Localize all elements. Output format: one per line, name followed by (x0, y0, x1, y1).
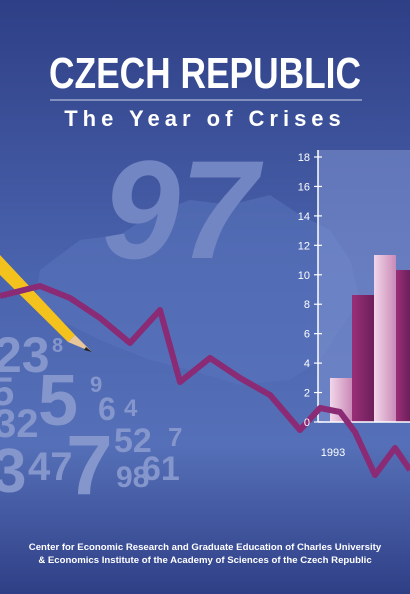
y-tick-label: 4 (304, 358, 310, 370)
bar (396, 270, 410, 422)
pencil (0, 255, 92, 352)
digit: 47 (28, 445, 73, 489)
title: CZECH REPUBLIC (49, 49, 361, 98)
y-tick-label: 6 (304, 329, 310, 341)
y-tick-label: 12 (298, 240, 310, 252)
digit: 5 (0, 370, 14, 414)
digit: 7 (66, 418, 113, 512)
y-tick-label: 16 (298, 181, 310, 193)
digit: 3 (0, 437, 26, 506)
publisher-line: Center for Economic Research and Graduat… (29, 542, 382, 553)
digit: 98 (116, 461, 149, 494)
bar (352, 295, 374, 422)
digit: 23 (0, 327, 50, 383)
digit: 5 (38, 361, 78, 441)
map-silhouette (35, 195, 360, 385)
trend-line (0, 283, 410, 478)
digit: 52 (114, 422, 152, 460)
y-tick-label: 2 (304, 388, 310, 400)
y-tick-label: 18 (298, 152, 310, 164)
subtitle: The Year of Crises (64, 106, 346, 131)
digit: 7 (168, 422, 182, 452)
year: 97 (102, 131, 264, 288)
digit: 4 (124, 395, 138, 422)
y-tick-label: 10 (298, 270, 310, 282)
bar (374, 255, 396, 422)
y-tick-label: 0 (304, 417, 310, 429)
digit: 8 (52, 335, 63, 357)
x-tick-label: 1993 (321, 447, 345, 459)
publisher-line: & Economics Institute of the Academy of … (38, 555, 372, 566)
digit: 9 (90, 372, 102, 397)
digit: 61 (142, 450, 180, 488)
y-tick-label: 8 (304, 299, 310, 311)
digit: 32 (0, 402, 39, 446)
y-tick-label: 14 (298, 211, 310, 223)
digit: 6 (98, 391, 116, 427)
